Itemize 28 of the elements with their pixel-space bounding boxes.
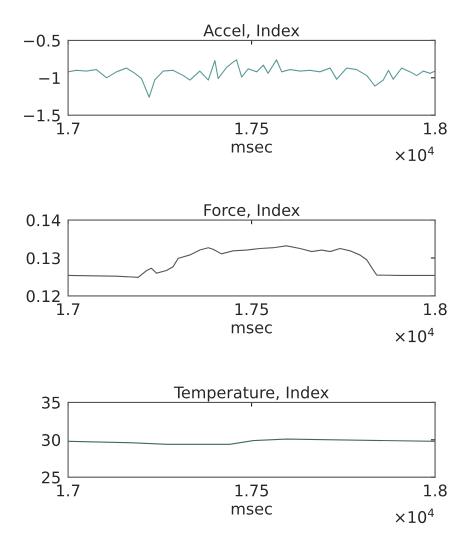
text: ×10$^{4}$	[396, 508, 434, 524]
y-tick-label: 30	[42, 434, 60, 446]
text: ×10$^{4}$	[396, 328, 434, 342]
x-tick-label: 1.8	[424, 484, 447, 497]
chart-title: Temperature, Index	[174, 386, 329, 402]
y-tick-label: 0.14	[26, 214, 60, 226]
line-series	[68, 59, 436, 98]
x-tick-label: 1.7	[57, 122, 80, 134]
y-tick-label: 0.12	[26, 290, 60, 302]
x-tick-label: 1.8	[424, 303, 447, 316]
y-tick-label: −0.5	[24, 34, 60, 47]
y-tick-label: −1.5	[24, 110, 60, 122]
y-tick-label: 0.13	[26, 252, 60, 264]
chart-title: Accel, Index	[203, 24, 300, 38]
x-tick-label: 1.7	[57, 484, 80, 496]
x-axis-title: msec	[232, 144, 272, 153]
y-tick-label: 25	[42, 471, 60, 484]
x-tick-label: 1.75	[236, 303, 268, 316]
x-tick-label: 1.8	[424, 122, 447, 135]
x-tick-label: 1.7	[57, 303, 80, 316]
y-tick-label: 35	[42, 396, 60, 409]
x-tick-label: 1.75	[236, 122, 268, 135]
x-axis-title: msec	[232, 324, 272, 334]
x-tick-label: 1.75	[236, 484, 268, 497]
x-axis-title: msec	[232, 506, 272, 515]
y-tick-label: −1	[39, 72, 60, 84]
text: ×10$^{4}$	[396, 146, 434, 162]
chart-title: Force, Index	[204, 204, 300, 218]
